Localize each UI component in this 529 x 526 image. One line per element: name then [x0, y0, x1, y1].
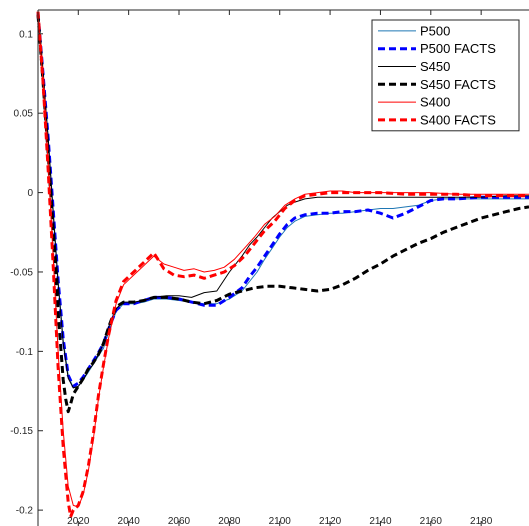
x-tick-label: 2080	[218, 516, 241, 526]
x-tick-label: 2180	[470, 516, 493, 526]
series-line-s450-facts	[36, 14, 529, 414]
y-tick-label: -0.15	[10, 426, 33, 437]
legend-label-s450: S450	[420, 59, 450, 74]
x-tick-label: 2160	[420, 516, 443, 526]
y-axis-ticks: 0.1 0.05 0 -0.05 -0.1 -0.15 -0.2	[10, 29, 43, 517]
x-tick-label: 2100	[269, 516, 292, 526]
axes-group	[37, 9, 529, 526]
series-line-s400-facts	[36, 11, 529, 518]
x-tick-label: 2120	[319, 516, 342, 526]
x-tick-label: 2140	[369, 516, 392, 526]
x-tick-label: 2040	[118, 516, 141, 526]
y-tick-label: 0.1	[19, 29, 33, 40]
y-tick-label: -0.1	[16, 347, 34, 358]
legend-box	[371, 19, 520, 132]
x-axis-ticks: 2020 2040 2060 2080 2100 2120 2140 2160 2180	[67, 10, 493, 526]
series-line-s450	[37, 13, 529, 389]
plot-series-group	[36, 11, 529, 518]
legend-label-p500-facts: P500 FACTS	[420, 41, 496, 56]
legend-label-s400: S400	[420, 95, 450, 110]
y-tick-label: 0.05	[14, 109, 34, 120]
series-line-p500-facts	[36, 13, 529, 388]
legend: P500 P500 FACTS S450 S450 FACTS S400 S400 FAC…	[371, 19, 520, 132]
x-tick-label: 2020	[67, 516, 90, 526]
y-tick-label: -0.2	[16, 506, 34, 517]
y-tick-label: -0.05	[10, 267, 33, 278]
y-tick-label: 0	[27, 188, 33, 199]
legend-label-s400-facts: S400 FACTS	[420, 112, 496, 127]
x-tick-label: 2060	[168, 516, 191, 526]
legend-label-p500: P500	[420, 23, 450, 38]
legend-label-s450-facts: S450 FACTS	[420, 77, 496, 92]
